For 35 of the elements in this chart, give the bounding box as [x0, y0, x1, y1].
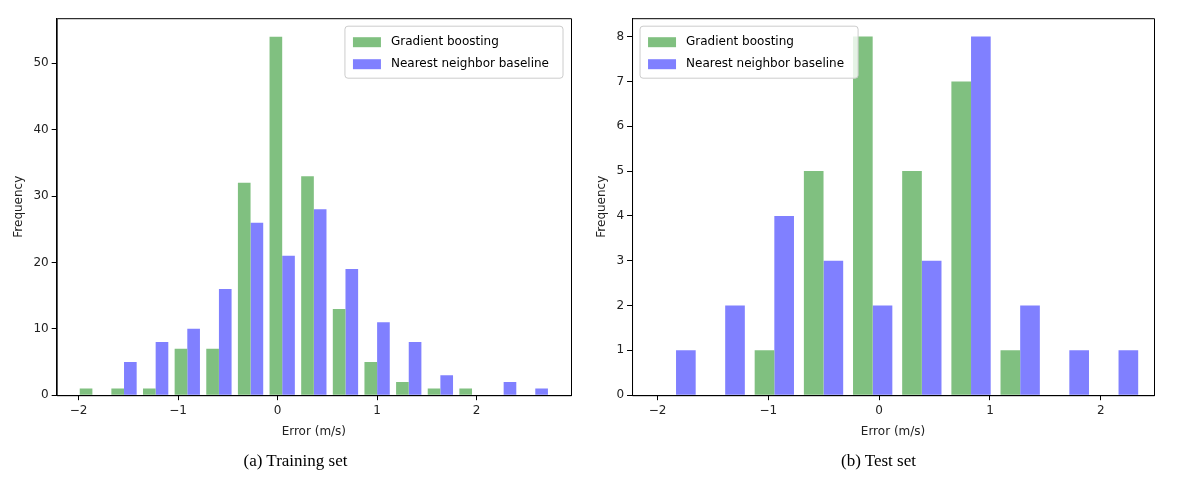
y-tick-label: 30 [33, 188, 49, 203]
y-tick-label: 7 [616, 73, 625, 88]
y-tick-label: 4 [616, 208, 625, 223]
x-tick-label: −2 [648, 402, 667, 417]
x-tick-label: 1 [373, 402, 381, 417]
x-tick-label: 0 [875, 402, 883, 417]
y-tick-label: 1 [616, 342, 625, 357]
y-tick-label: 0 [616, 387, 625, 402]
y-tick-label: 50 [33, 55, 49, 70]
y-tick-label: 8 [616, 28, 625, 43]
x-tick-label: 0 [273, 402, 282, 417]
x-tick-label: −1 [169, 402, 187, 417]
x-axis-title: Error (m/s) [860, 423, 926, 438]
x-axis-title: Error (m/s) [281, 423, 347, 438]
legend-label: Nearest neighbor baseline [686, 56, 845, 71]
text: (a) Training set [242, 451, 349, 471]
y-tick-label: 5 [616, 163, 625, 178]
y-tick-label: 2 [616, 297, 625, 312]
text: (b) Test set [840, 451, 917, 471]
x-tick-label: 1 [986, 402, 994, 417]
y-tick-label: 10 [33, 320, 49, 335]
legend-label: Gradient boosting [390, 34, 499, 49]
legend-label: Nearest neighbor baseline [390, 56, 550, 71]
y-axis-title: Frequency [11, 175, 26, 238]
x-tick-label: 2 [1096, 402, 1105, 417]
x-tick-label: 2 [472, 402, 481, 417]
legend-label: Gradient boosting [686, 34, 794, 49]
y-tick-label: 3 [616, 252, 625, 267]
y-axis-title: Frequency [594, 175, 609, 238]
x-tick-label: −1 [759, 402, 778, 417]
y-tick-label: 6 [616, 118, 625, 133]
y-tick-label: 20 [33, 254, 49, 269]
y-tick-label: 0 [41, 387, 49, 402]
y-tick-label: 40 [33, 121, 49, 136]
x-tick-label: −2 [69, 402, 88, 417]
